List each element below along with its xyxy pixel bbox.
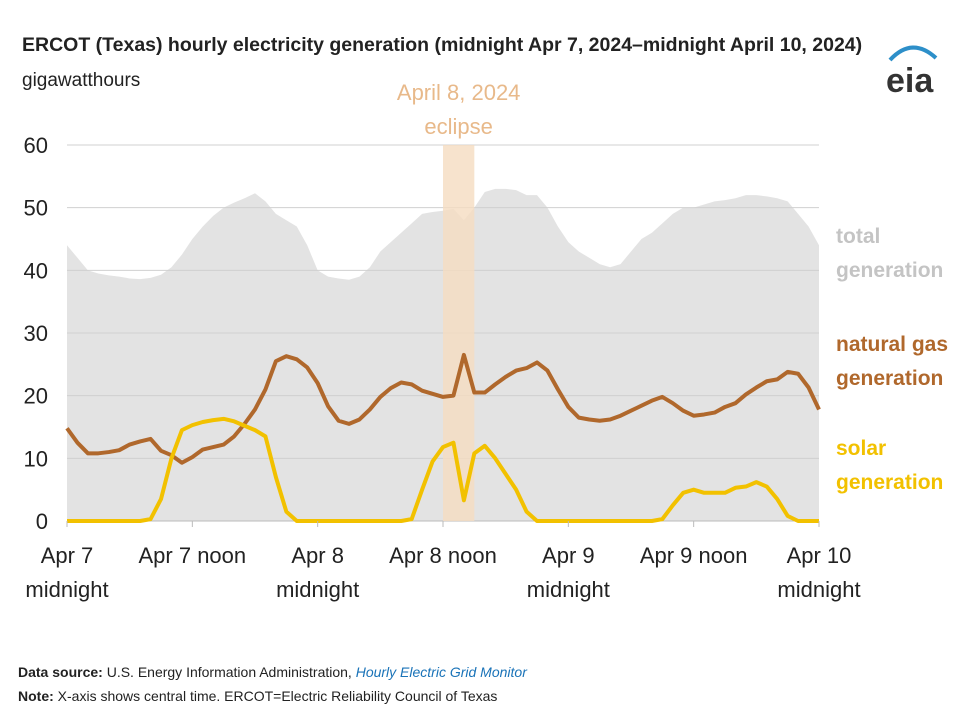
logo: eia: [886, 62, 934, 100]
x-tick-label: Apr 8 noon: [389, 543, 497, 568]
source-text: U.S. Energy Information Administration,: [106, 664, 352, 680]
source-link[interactable]: Hourly Electric Grid Monitor: [355, 664, 527, 680]
x-tick-label: Apr 9 noon: [639, 543, 748, 568]
unit-label: gigawatthours: [22, 70, 141, 91]
x-tick-label: Apr 7 noon: [138, 543, 247, 568]
series-label: natural gas generation: [836, 333, 949, 390]
x-tick-label: Apr 7 midnight: [25, 543, 109, 602]
line: [67, 416, 819, 523]
eclipse-label: April 8, 2024: [397, 80, 521, 105]
y-tick-label: 50: [24, 196, 48, 221]
x-tick-label: Apr 10 midnight: [777, 543, 861, 602]
note-text: X-axis shows central time. ERCOT=Electri…: [57, 688, 498, 704]
y-tick-label: 0: [36, 509, 48, 534]
logo-arc: [888, 45, 938, 62]
eclipse-band: [443, 145, 475, 521]
series-label: solar generation: [836, 437, 944, 494]
series-label: total generation: [836, 225, 944, 282]
eclipse-label: eclipse: [424, 114, 492, 139]
line: [65, 352, 821, 465]
source-label: Data source:: [18, 664, 103, 680]
y-tick-label: 60: [24, 133, 48, 158]
x-tick-label: Apr 8 midnight: [276, 543, 360, 602]
y-tick-label: 10: [24, 446, 48, 471]
chart-title: ERCOT (Texas) hourly electricity generat…: [22, 34, 863, 56]
y-tick-label: 20: [24, 384, 48, 409]
y-tick-label: 30: [24, 321, 48, 346]
y-tick-label: 40: [24, 258, 48, 283]
footer-note: Note: X-axis shows central time. ERCOT=E…: [18, 688, 497, 704]
note-label: Note:: [18, 688, 54, 704]
x-tick-label: Apr 9 midnight: [526, 543, 610, 602]
footer-source: Data source: U.S. Energy Information Adm…: [18, 664, 527, 680]
